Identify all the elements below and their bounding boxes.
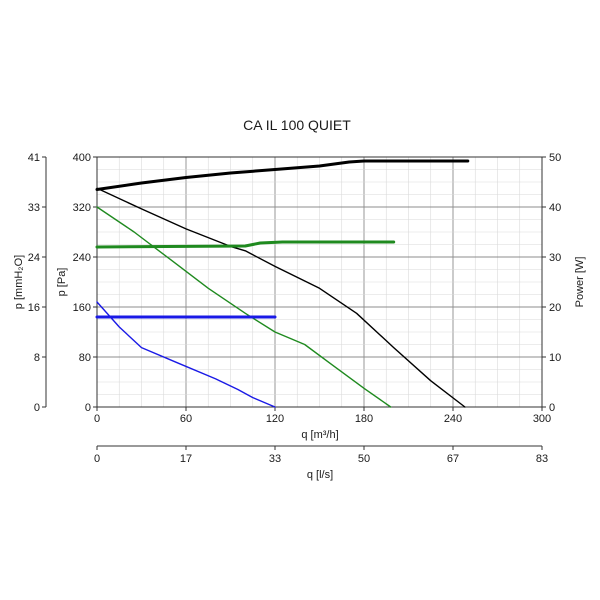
plot-frame: [96, 156, 543, 408]
y-tick-label: 80: [79, 352, 91, 364]
y-right-tick-label: 50: [549, 152, 561, 164]
y-outer-tick-label: 8: [34, 352, 40, 364]
y-right-axis-label: Power [W]: [574, 257, 586, 308]
y-tick-label: 240: [73, 252, 91, 264]
x-tick-label: 60: [180, 413, 192, 425]
x2-tick-label: 83: [536, 453, 548, 465]
x-tick-label: 240: [444, 413, 462, 425]
x2-axis-label: q [l/s]: [307, 469, 333, 481]
x-tick-label: 180: [355, 413, 373, 425]
y-outer-tick-label: 0: [34, 402, 40, 414]
y-right-tick-label: 10: [549, 352, 561, 364]
y-outer-tick-label: 33: [28, 202, 40, 214]
power-curve: [95, 240, 396, 249]
y-right-tick-label: 40: [549, 202, 561, 214]
y-outer-tick-label: 16: [28, 302, 40, 314]
y-right-tick-label: 20: [549, 302, 561, 314]
pressure-curve: [96, 187, 466, 408]
x2-tick-label: 17: [180, 453, 192, 465]
y-right-tick-label: 30: [549, 252, 561, 264]
y-tick-label: 0: [85, 402, 91, 414]
x-tick-label: 120: [266, 413, 284, 425]
y-outer-tick-label: 24: [28, 252, 40, 264]
y-outer-tick-label: 41: [28, 152, 40, 164]
x2-tick-label: 0: [94, 453, 100, 465]
chart-title: CA IL 100 QUIET: [243, 117, 351, 133]
power-curve: [95, 159, 470, 191]
grid: [97, 157, 542, 407]
pressure-curve: [96, 301, 276, 408]
y-axis-label: p [Pa]: [56, 268, 68, 297]
y-outer-axis-label: p [mmH₂O]: [13, 255, 25, 309]
x-tick-label: 300: [533, 413, 551, 425]
x-tick-label: 0: [94, 413, 100, 425]
x2-tick-label: 33: [269, 453, 281, 465]
x-axis-label: q [m³/h]: [301, 429, 338, 441]
curves: [95, 159, 470, 408]
x2-tick-label: 67: [447, 453, 459, 465]
axis-ticks: 0 80 160 240 320 400 0 8 16 24 33 41 0 10 20 30 40 50 0 60 1…: [28, 152, 562, 465]
y-right-tick-label: 0: [549, 402, 555, 414]
x2-tick-label: 50: [358, 453, 370, 465]
y-tick-label: 320: [73, 202, 91, 214]
y-tick-label: 160: [73, 302, 91, 314]
y-tick-label: 400: [73, 152, 91, 164]
